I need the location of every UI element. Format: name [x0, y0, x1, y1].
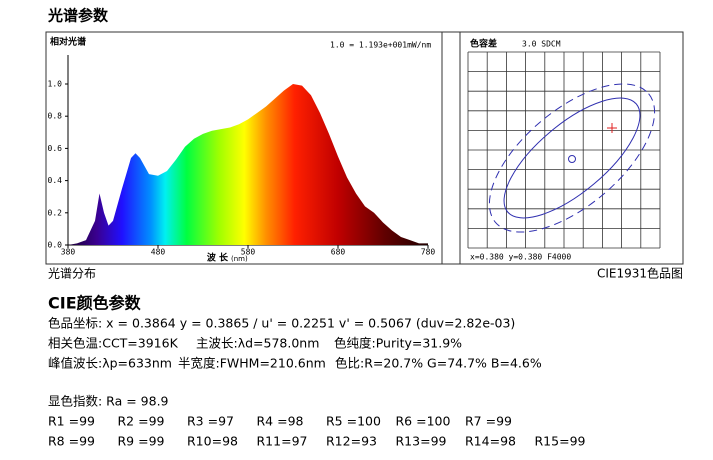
cri-value: R9 =99: [118, 434, 165, 449]
param-text: 主波长:λd=578.0nm: [196, 336, 319, 351]
spectrum-caption: 光谱分布: [48, 267, 96, 281]
cie-caption: CIE1931色品图: [597, 267, 683, 281]
frame: [45, 31, 684, 265]
cri-value: R8 =99: [48, 434, 95, 449]
cri-value: R5 =100: [326, 414, 381, 429]
measured-point: [607, 123, 617, 133]
cri-value: R3 =97: [187, 414, 234, 429]
section-title: CIE颜色参数: [48, 294, 142, 313]
x-tick-label: 780: [421, 248, 436, 257]
page-title: 光谱参数: [47, 7, 109, 25]
param-text: 色比:R=20.7% G=74.7% B=4.6%: [335, 356, 542, 371]
param-text: 相关色温:CCT=3916K: [48, 336, 179, 351]
sdcm: 3.0 SDCM: [522, 40, 561, 49]
param-text: 峰值波长:λp=633nm: [48, 356, 172, 371]
cie-grid: [467, 51, 661, 249]
cri-value: R13=99: [396, 434, 447, 449]
param-text: 半宽度:FWHM=210.6nm: [178, 356, 326, 371]
y-tick-label: 0.8: [48, 112, 63, 121]
x-tick-label: 580: [241, 248, 256, 257]
y-tick-label: 0.0: [48, 241, 63, 250]
y-tick-label: 0.2: [48, 208, 63, 217]
cie-coords: x=0.380 y=0.380 F4000: [470, 253, 571, 262]
tolerance-ellipse: [503, 97, 641, 219]
cri-value: R7 =99: [465, 414, 512, 429]
spectrum-area: [68, 84, 428, 245]
cie-title: 色容差: [470, 38, 497, 50]
cri-value: R11=97: [257, 434, 308, 449]
x-tick-label: 680: [331, 248, 346, 257]
param-text: 色纯度:Purity=31.9%: [334, 336, 462, 351]
note: 1.0 = 1.193e+001mW/nm: [330, 41, 431, 50]
cri-value: R14=98: [465, 434, 516, 449]
y-axis-label: 相对光谱: [50, 36, 86, 48]
cri-value: R12=93: [326, 434, 377, 449]
x-axis-unit: (nm): [231, 255, 248, 263]
cri: 显色指数: Ra = 98.9: [48, 394, 169, 409]
y-tick-label: 1.0: [48, 80, 63, 89]
cri-value: R1 =99: [48, 414, 95, 429]
cri-value: R6 =100: [396, 414, 451, 429]
cri-value: R10=98: [187, 434, 238, 449]
cri-value: R15=99: [535, 434, 586, 449]
target-point: [568, 155, 576, 163]
cri-value: R4 =98: [257, 414, 304, 429]
x-tick-label: 380: [61, 248, 76, 257]
y-tick-label: 0.4: [48, 176, 63, 185]
param-text: 色品坐标: x = 0.3864 y = 0.3865 / u' = 0.225…: [48, 316, 515, 331]
x-axis-label: 波 长: [207, 252, 229, 264]
y-tick-label: 0.6: [48, 144, 63, 153]
x-tick-label: 480: [151, 248, 166, 257]
cri-value: R2 =99: [118, 414, 165, 429]
